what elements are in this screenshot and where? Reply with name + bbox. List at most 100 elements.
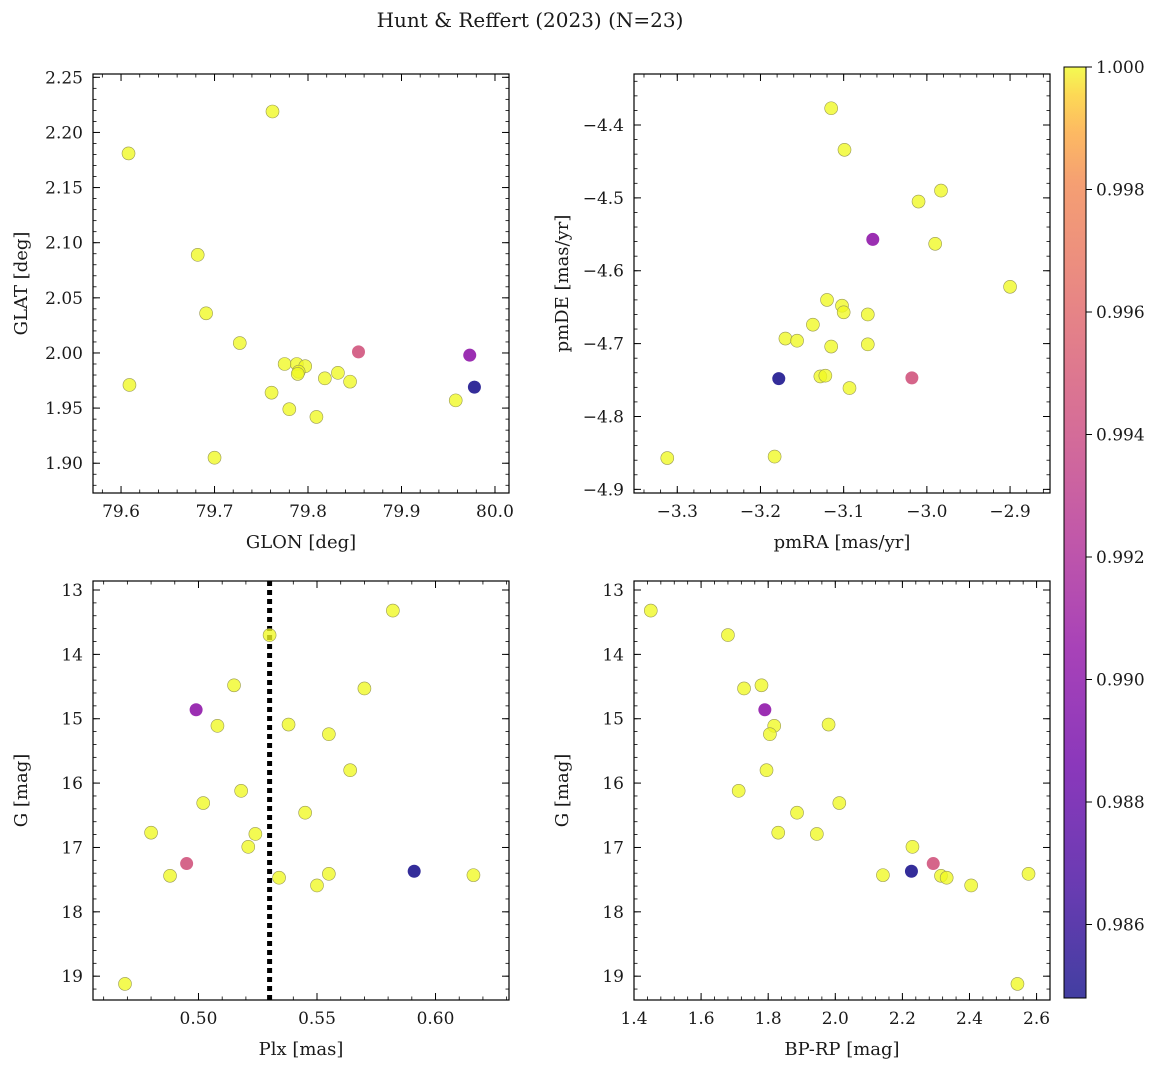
data-point (763, 727, 777, 741)
data-point (860, 307, 875, 322)
data-point (837, 142, 852, 157)
panel-plx-g: 0.50 0.55 0.60 13 14 15 16 17 18 19 Plx [mas] G [ma… (11, 580, 510, 1060)
data-point (264, 385, 279, 400)
plot-frame (633, 580, 1051, 1001)
y-tick-label: −4.8 (583, 407, 624, 427)
data-point (163, 868, 177, 883)
y-tick-label: 1.95 (45, 399, 83, 419)
data-point (832, 796, 847, 810)
y-tick-label: 2.25 (45, 68, 83, 88)
x-tick-label: −2.9 (989, 502, 1030, 522)
data-point (721, 628, 735, 642)
colorbar-frame (1063, 66, 1087, 999)
data-point (232, 336, 247, 350)
data-point (322, 727, 336, 741)
data-point (771, 825, 786, 840)
y-tick-label: 2.00 (45, 344, 83, 364)
y-tick-label: −4.9 (583, 480, 624, 500)
panel-glon-glat: 79.6 79.7 79.8 79.9 80.0 1.90 1.95 2.00 2.05 2.10… (11, 68, 514, 553)
y-tick-label: 2.10 (45, 234, 83, 254)
data-point (926, 857, 940, 871)
data-point (806, 317, 820, 332)
data-point (448, 393, 463, 408)
y-tick-label: 17 (61, 838, 83, 858)
data-point (262, 628, 277, 642)
data-point (199, 306, 213, 321)
data-point (818, 368, 833, 383)
data-point (1021, 867, 1036, 881)
panel-bprp-g: 1.4 1.6 1.8 2.0 2.2 2.4 2.6 13 14 15 16 17 18 19 BP-RP… (552, 580, 1051, 1060)
plot-frame (92, 580, 510, 1001)
panel-pmra-pmde: −3.3 −3.2 −3.1 −3.0 −2.9 −4.9 −4.8 −4.7 −4.6 −4.5… (552, 73, 1051, 553)
data-point (778, 331, 793, 346)
x-tick-label: 79.8 (289, 502, 327, 522)
data-point (207, 450, 222, 465)
x-tick-label: −3.3 (657, 502, 698, 522)
data-point (265, 104, 280, 119)
data-point (731, 784, 746, 798)
data-point (1003, 279, 1017, 294)
y-axis-label: G [mag] (552, 754, 573, 827)
x-tick-label: 2.4 (956, 1009, 983, 1029)
y-tick-label: 19 (602, 967, 624, 987)
data-point (820, 293, 834, 307)
data-point (660, 451, 675, 465)
x-tick-label: 0.60 (417, 1009, 455, 1029)
data-point (180, 857, 194, 871)
y-axis-label: GLAT [deg] (11, 232, 32, 336)
data-point (121, 146, 136, 161)
data-point (836, 305, 851, 320)
x-tick-label: 2.6 (1023, 1009, 1050, 1029)
data-point (964, 878, 978, 893)
y-tick-label: −4.4 (583, 116, 624, 136)
data-point (196, 796, 211, 810)
x-axis-label: BP-RP [mag] (784, 1039, 899, 1060)
data-point (821, 717, 836, 732)
x-tick-label: 79.7 (196, 502, 234, 522)
x-tick-label: −3.0 (906, 502, 947, 522)
data-point (876, 868, 890, 882)
plot-frame (633, 73, 1051, 494)
data-point (122, 378, 137, 392)
y-tick-label: 18 (602, 903, 624, 923)
data-point (463, 348, 477, 362)
x-tick-label: 1.6 (688, 1009, 715, 1029)
data-point (754, 678, 769, 693)
y-tick-label: 16 (602, 774, 624, 794)
y-tick-label: 16 (61, 774, 83, 794)
data-point (939, 870, 954, 885)
y-axis-label: pmDE [mas/yr] (552, 215, 573, 353)
x-tick-label: −3.1 (823, 502, 864, 522)
data-point (386, 603, 400, 618)
colorbar: 0.986 0.988 0.990 0.992 0.994 0.996 0.998 1.000 (1063, 58, 1145, 999)
plot-frame (92, 73, 510, 494)
y-tick-label: 2.05 (45, 289, 83, 309)
data-point (810, 827, 824, 841)
data-point (322, 867, 336, 881)
data-point (790, 805, 804, 820)
y-axis-label: G [mag] (11, 754, 32, 827)
x-tick-label: 2.0 (822, 1009, 849, 1029)
y-tick-label: 13 (602, 581, 624, 601)
y-tick-label: −4.7 (583, 335, 624, 355)
x-axis-label: pmRA [mas/yr] (774, 532, 911, 553)
data-point (190, 248, 205, 262)
data-point (824, 101, 838, 116)
y-tick-label: 15 (61, 710, 83, 730)
data-point (1010, 977, 1025, 991)
colorbar-tick-label: 0.990 (1096, 671, 1145, 691)
data-point (643, 603, 658, 618)
x-tick-label: 2.2 (889, 1009, 916, 1029)
data-point (905, 840, 920, 854)
data-point (842, 381, 857, 395)
data-point (282, 402, 297, 417)
data-point (758, 703, 772, 717)
data-point (281, 717, 296, 732)
data-point (343, 374, 357, 389)
data-point (904, 864, 918, 878)
colorbar-tick-label: 0.998 (1096, 181, 1145, 201)
x-tick-label: 1.4 (620, 1009, 647, 1029)
y-tick-label: 1.90 (45, 454, 83, 474)
data-point (351, 345, 365, 359)
